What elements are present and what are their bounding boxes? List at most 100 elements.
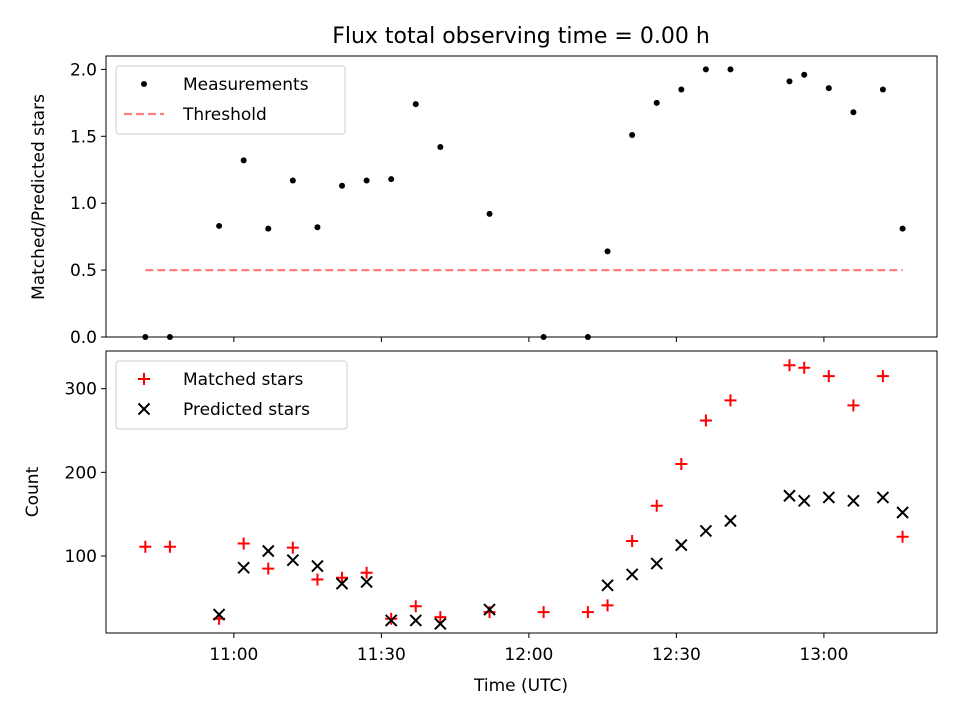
bottom-matched-stars-point xyxy=(724,394,737,407)
bottom-matched-stars-point xyxy=(311,573,324,586)
bottom-predicted-stars-point xyxy=(335,577,349,590)
bottom-x-tick-label: 13:00 xyxy=(799,645,848,665)
bottom-matched-stars-point xyxy=(626,534,639,547)
chart-title: Flux total observing time = 0.00 h xyxy=(332,24,710,49)
bottom-y-tick-label: 100 xyxy=(65,547,97,567)
bottom-matched-stars-point xyxy=(385,612,398,625)
top-measurements-point xyxy=(216,222,223,229)
top-measurements-point xyxy=(629,131,636,138)
bottom-predicted-stars-point xyxy=(699,524,713,538)
bottom-legend-box xyxy=(115,360,348,430)
top-measurements-point xyxy=(899,225,906,232)
bottom-matched-stars-point xyxy=(798,361,811,374)
top-y-tick-label: 2.0 xyxy=(70,60,97,80)
bottom-predicted-stars-point xyxy=(434,617,447,631)
bottom-matched-stars-point xyxy=(237,537,250,550)
top-measurements-point xyxy=(339,182,346,189)
top-measurements-point xyxy=(363,177,370,184)
top-measurements-point xyxy=(412,101,419,108)
bottom-x-tick-label: 12:00 xyxy=(504,645,553,665)
top-measurements-point xyxy=(653,99,660,106)
top-measurements-point xyxy=(702,66,709,73)
bottom-matched-stars-point xyxy=(896,530,909,543)
bottom-matched-stars-point xyxy=(139,540,152,553)
bottom-predicted-stars-point xyxy=(311,559,324,573)
bottom-predicted-stars-point xyxy=(237,561,250,574)
top-legend-handle xyxy=(141,81,147,87)
top-measurements-point xyxy=(437,143,444,150)
top-measurements-point xyxy=(850,109,857,116)
top-measurements-point xyxy=(265,225,272,232)
bottom-x-tick-label: 11:30 xyxy=(357,645,406,665)
bottom-matched-stars-point xyxy=(483,606,496,619)
top-y-tick-label: 1.0 xyxy=(70,194,97,214)
bottom-matched-stars-point xyxy=(783,359,796,372)
bottom-matched-stars-point xyxy=(822,370,835,383)
top-measurements-point xyxy=(240,157,247,164)
bottom-predicted-stars-point xyxy=(822,491,836,504)
x-axis-label: Time (UTC) xyxy=(473,676,568,696)
bottom-y-tick-label: 300 xyxy=(65,380,97,400)
bottom-predicted-stars-point xyxy=(262,544,275,558)
bottom-matched-stars-point xyxy=(409,600,422,613)
top-legend-label: Measurements xyxy=(183,75,309,95)
bottom-matched-stars-point xyxy=(581,606,594,619)
bottom-predicted-stars-point xyxy=(675,538,688,552)
top-measurements-point xyxy=(486,210,493,217)
top-measurements-point xyxy=(786,78,793,85)
top-measurements-point xyxy=(727,66,734,73)
bottom-legend-handle xyxy=(138,373,150,385)
top-measurements-point xyxy=(604,248,611,255)
bottom-matched-stars-point xyxy=(601,599,614,612)
bottom-x-tick-label: 12:30 xyxy=(652,645,701,665)
top-axes-frame xyxy=(105,55,938,338)
bottom-matched-stars-point xyxy=(650,499,663,512)
top-y-tick-label: 0.0 xyxy=(70,328,97,348)
top-measurements-point xyxy=(289,177,296,184)
bottom-legend-handle xyxy=(137,402,151,416)
top-y-tick-label: 0.5 xyxy=(70,261,97,281)
bottom-matched-stars-point xyxy=(286,541,299,554)
bottom-predicted-stars-point xyxy=(724,514,737,528)
bottom-predicted-stars-point xyxy=(409,614,422,627)
top-y-axis-label: Matched/Predicted stars xyxy=(29,94,49,300)
bottom-panel-counts: Count Time (UTC) 100 200 300 11:00 11:30 12:0… xyxy=(23,350,938,696)
bottom-predicted-stars-point xyxy=(212,608,226,621)
bottom-predicted-stars-point xyxy=(360,575,373,589)
bottom-predicted-stars-point xyxy=(798,494,811,507)
bottom-predicted-stars-point xyxy=(876,491,890,504)
bottom-matched-stars-point xyxy=(360,566,373,579)
bottom-predicted-stars-point xyxy=(847,494,860,507)
bottom-matched-stars-point xyxy=(699,414,712,427)
bottom-predicted-stars-point xyxy=(601,579,614,592)
bottom-legend-label: Predicted stars xyxy=(183,400,310,420)
bottom-matched-stars-point xyxy=(336,571,349,584)
top-measurements-point xyxy=(879,86,886,93)
bottom-matched-stars-point xyxy=(847,399,860,412)
bottom-axes-frame xyxy=(105,350,938,634)
top-panel-ratio: Matched/Predicted stars 0.0 0.5 1.0 1.5 2.0 M… xyxy=(29,55,938,348)
top-y-tick-label: 1.5 xyxy=(70,127,97,147)
bottom-legend-label: Matched stars xyxy=(183,370,303,390)
bottom-matched-stars-point xyxy=(537,606,550,619)
top-measurements-point xyxy=(825,85,832,92)
bottom-predicted-stars-point xyxy=(896,506,909,519)
bottom-y-tick-label: 200 xyxy=(65,463,97,483)
bottom-predicted-stars-point xyxy=(384,614,398,627)
bottom-predicted-stars-point xyxy=(625,568,639,581)
bottom-predicted-stars-point xyxy=(650,557,663,570)
bottom-matched-stars-point xyxy=(675,457,688,470)
bottom-matched-stars-point xyxy=(876,370,889,383)
top-measurements-point xyxy=(314,224,321,231)
bottom-matched-stars-point xyxy=(163,540,176,553)
top-measurements-point xyxy=(388,176,395,183)
bottom-predicted-stars-point xyxy=(783,489,796,502)
bottom-y-axis-label: Count xyxy=(23,466,43,517)
bottom-matched-stars-point xyxy=(434,611,447,624)
top-measurements-point xyxy=(678,86,685,93)
bottom-predicted-stars-point xyxy=(483,603,496,616)
top-measurements-point xyxy=(801,71,808,78)
top-legend-label: Threshold xyxy=(182,105,267,125)
bottom-predicted-stars-point xyxy=(286,553,300,567)
